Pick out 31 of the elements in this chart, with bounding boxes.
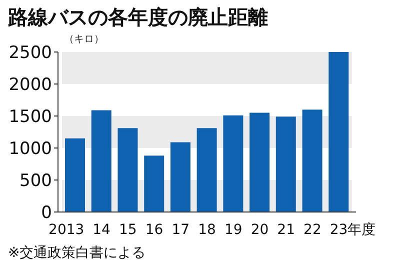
x-tick-label: 16 <box>145 222 164 238</box>
text: ※交通政策白書による <box>8 244 146 262</box>
bar <box>276 116 296 212</box>
bar <box>223 115 244 212</box>
x-tick-label: 18 <box>198 222 216 238</box>
bar <box>118 128 138 212</box>
y-tick-label: 0 <box>41 203 52 224</box>
bar <box>91 110 112 212</box>
y-tick-label: 1500 <box>8 107 52 128</box>
bar <box>250 112 270 212</box>
bar <box>328 52 349 212</box>
x-tick-label: 23年度 <box>330 222 376 238</box>
y-tick-label: 1000 <box>8 139 52 160</box>
x-tick-label: 19 <box>224 222 242 238</box>
y-tick-label: 500 <box>20 171 52 192</box>
x-tick-label: 14 <box>92 222 111 238</box>
y-axis-title: （キロ） <box>64 34 104 46</box>
y-tick-label: 2500 <box>8 43 52 64</box>
chart-title: 路線バスの各年度の廃止距離 <box>8 4 268 31</box>
x-tick-label: 2013 <box>48 222 84 238</box>
x-tick-label: 15 <box>118 222 137 238</box>
x-tick-label: 20 <box>250 222 269 238</box>
bar <box>144 156 164 212</box>
bar <box>196 128 217 212</box>
bar <box>302 110 322 212</box>
y-tick-label: 2000 <box>8 75 52 96</box>
bar <box>65 138 85 212</box>
x-tick-label: 21 <box>277 222 296 238</box>
x-tick-label: 22 <box>304 222 322 238</box>
bar <box>170 142 190 212</box>
x-tick-label: 17 <box>172 222 190 238</box>
